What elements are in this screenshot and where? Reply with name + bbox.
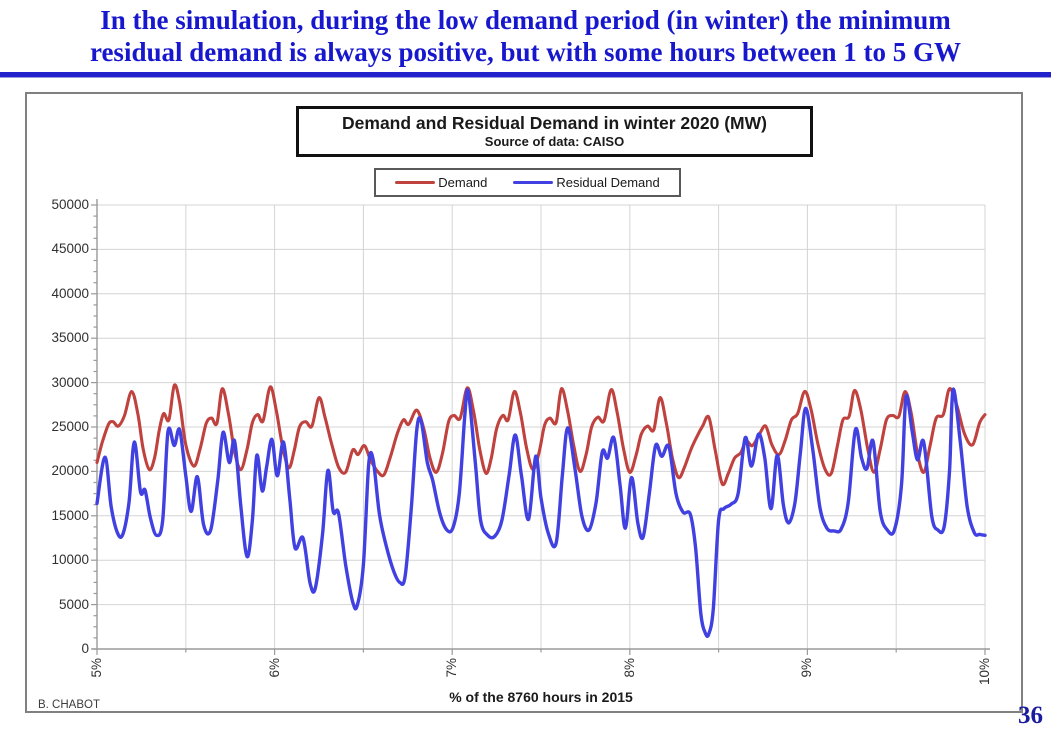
headline-underline (0, 72, 1051, 78)
page-number: 36 (1018, 702, 1043, 729)
y-tick-label: 50000 (51, 197, 89, 212)
legend-item-demand: Demand (395, 175, 487, 190)
x-axis-title: % of the 8760 hours in 2015 (449, 689, 633, 705)
y-tick-label: 5000 (58, 596, 89, 612)
chart-subtitle: Source of data: CAISO (484, 134, 625, 149)
demand-line-swatch (395, 181, 436, 184)
y-tick-label: 10000 (51, 552, 89, 568)
y-tick-label: 25000 (51, 419, 89, 434)
x-tick-label: 9% (799, 658, 815, 678)
legend-label-residual-demand: Residual Demand (556, 175, 660, 190)
y-tick-label: 40000 (51, 285, 89, 301)
plot-svg (91, 199, 990, 655)
chart-title-box: Demand and Residual Demand in winter 202… (296, 106, 813, 157)
x-tick-label: 6% (266, 658, 282, 678)
y-tick-label: 30000 (51, 374, 89, 390)
slide-headline: In the simulation, during the low demand… (0, 4, 1051, 68)
y-tick-label: 35000 (51, 330, 89, 346)
x-tick-label: 10% (977, 658, 992, 686)
legend-label-demand: Demand (438, 175, 488, 190)
x-tick-label: 7% (444, 658, 460, 678)
y-tick-label: 15000 (51, 507, 89, 523)
y-tick-label: 0 (81, 641, 89, 656)
y-tick-label: 20000 (51, 463, 89, 479)
author-credit: B. CHABOT (38, 699, 100, 711)
y-tick-label: 45000 (51, 241, 89, 257)
chart-title: Demand and Residual Demand in winter 202… (342, 113, 767, 133)
residual-demand-line-swatch (513, 181, 554, 184)
x-tick-label: 5% (89, 658, 104, 678)
legend: Demand Residual Demand (374, 168, 681, 197)
legend-item-residual-demand: Residual Demand (513, 175, 660, 190)
x-tick-label: 8% (621, 658, 637, 678)
headline-line-2: residual demand is always positive, but … (89, 37, 962, 67)
headline-line-1: In the simulation, during the low demand… (100, 5, 951, 35)
residual-demand-line (95, 387, 987, 638)
